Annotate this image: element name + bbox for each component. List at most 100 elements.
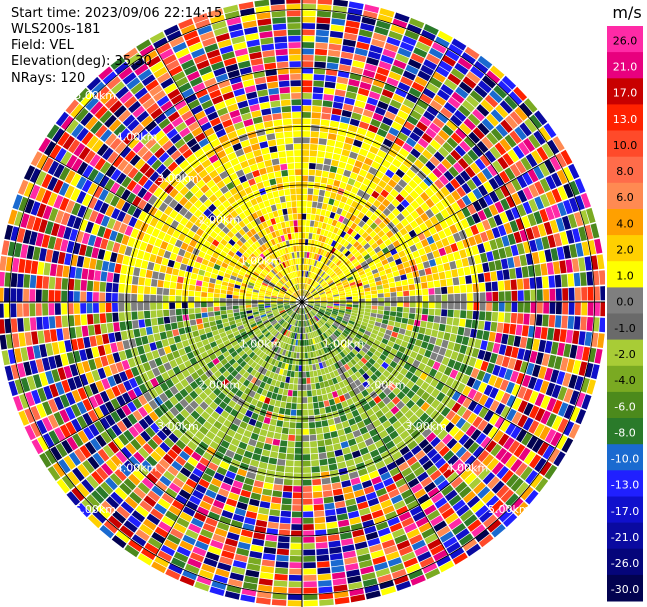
range-gate — [290, 338, 295, 345]
range-gate — [329, 327, 335, 333]
range-gate — [586, 317, 594, 331]
range-gate — [277, 304, 284, 306]
range-gate — [357, 441, 367, 450]
range-gate — [406, 324, 414, 331]
range-gate — [398, 415, 408, 425]
range-gate — [73, 216, 83, 230]
range-gate — [157, 135, 170, 147]
range-gate — [478, 534, 494, 548]
range-gate — [264, 321, 270, 326]
range-gate — [248, 178, 256, 186]
range-gate — [94, 105, 108, 120]
range-gate — [290, 319, 295, 325]
range-gate — [248, 255, 255, 262]
range-gate — [256, 181, 265, 190]
range-gate — [158, 272, 166, 281]
range-gate — [411, 539, 426, 551]
range-gate — [325, 515, 337, 523]
range-gate — [308, 303, 314, 305]
range-gate — [290, 543, 302, 550]
range-gate — [214, 288, 221, 294]
range-gate — [486, 113, 499, 127]
range-gate — [236, 277, 243, 283]
range-gate — [375, 460, 386, 470]
range-gate — [138, 175, 149, 187]
range-gate — [151, 246, 160, 255]
range-gate — [133, 386, 143, 397]
range-gate — [389, 99, 402, 109]
range-gate — [100, 481, 114, 495]
range-gate — [338, 64, 351, 72]
range-gate — [279, 289, 286, 294]
range-gate — [273, 311, 279, 315]
range-gate — [438, 502, 451, 514]
range-gate — [309, 259, 314, 266]
range-gate — [101, 500, 115, 514]
range-gate — [13, 395, 24, 412]
range-gate — [466, 95, 480, 108]
range-gate — [198, 250, 206, 259]
range-gate — [196, 341, 204, 349]
range-gate — [172, 366, 181, 375]
range-gate — [454, 62, 469, 75]
range-gate — [285, 144, 294, 151]
range-gate — [383, 477, 394, 487]
range-gate — [55, 443, 68, 458]
range-gate — [370, 85, 383, 94]
range-gate — [222, 350, 230, 358]
range-gate — [271, 158, 280, 166]
range-gate — [451, 459, 464, 471]
range-gate — [268, 212, 275, 219]
range-gate — [469, 459, 481, 472]
range-gate — [275, 177, 283, 184]
range-gate — [404, 522, 418, 534]
range-gate — [295, 175, 302, 182]
range-gate — [333, 242, 340, 249]
range-gate — [489, 413, 500, 426]
range-gate — [162, 123, 175, 135]
range-gate — [232, 268, 240, 274]
range-gate — [236, 426, 246, 435]
range-gate — [305, 291, 309, 297]
range-gate — [430, 410, 440, 420]
range-gate — [214, 527, 228, 538]
range-gate — [348, 206, 356, 214]
range-gate — [243, 322, 250, 328]
range-gate — [392, 18, 408, 29]
range-gate — [51, 342, 60, 355]
range-gate — [258, 306, 265, 309]
range-gate — [163, 195, 174, 205]
range-gate — [584, 331, 593, 347]
range-gate — [302, 333, 304, 340]
range-gate — [555, 434, 568, 450]
range-gate — [220, 425, 229, 434]
range-gate — [325, 406, 332, 414]
range-gate — [121, 392, 132, 404]
range-gate — [280, 510, 291, 518]
range-gate — [303, 327, 306, 334]
range-gate — [433, 474, 446, 486]
range-gate — [292, 390, 298, 397]
range-gate — [353, 456, 364, 465]
range-gate — [293, 271, 297, 278]
range-gate — [179, 196, 189, 206]
range-gate — [348, 320, 355, 325]
range-gate — [279, 523, 291, 530]
range-gate — [31, 331, 39, 345]
range-gate — [274, 197, 281, 204]
range-gate — [111, 81, 125, 95]
range-gate — [160, 100, 173, 112]
range-gate — [318, 452, 327, 460]
range-gate — [223, 362, 232, 370]
range-gate — [356, 93, 368, 103]
range-gate — [365, 361, 373, 369]
range-gate — [123, 460, 136, 473]
range-gate — [201, 99, 214, 110]
range-gate — [150, 107, 163, 120]
range-gate — [20, 377, 31, 393]
range-gate — [471, 348, 480, 358]
range-gate — [565, 329, 574, 344]
range-gate — [321, 477, 331, 485]
range-gate — [344, 250, 351, 257]
range-gate — [312, 478, 322, 486]
